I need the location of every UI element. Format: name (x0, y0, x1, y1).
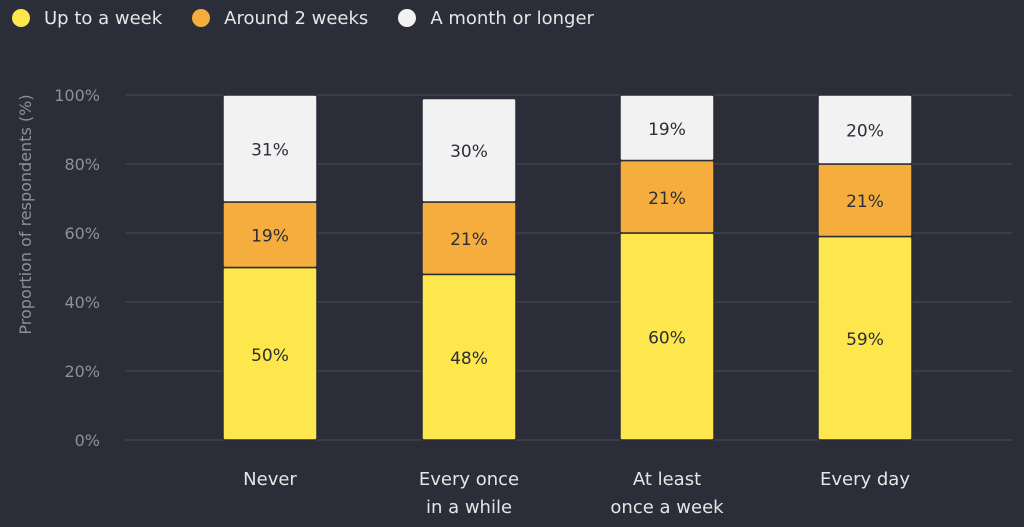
y-axis: 0% 20% 40% 60% 80% 100% Proportion of responde… (16, 86, 100, 450)
legend-item-around-2-weeks: Around 2 weeks (192, 8, 368, 29)
data-label: 21% (648, 189, 686, 209)
data-label: 19% (648, 120, 686, 140)
bar-segment (817, 94, 913, 165)
data-label: 59% (846, 330, 884, 350)
data-label: 21% (846, 192, 884, 212)
x-axis-labels: Never Every once in a while At least once a … (243, 469, 910, 518)
x-category-label: Every once in a while (419, 469, 519, 518)
legend: Up to a week Around 2 weeks A month or l… (12, 4, 624, 32)
y-axis-title: Proportion of respondents (%) (16, 94, 35, 334)
x-category-label-line: in a while (426, 497, 512, 518)
y-tick-label: 40% (64, 293, 100, 312)
x-category-label-line: once a week (610, 497, 724, 518)
y-tick-label: 60% (64, 224, 100, 243)
y-tick-label: 100% (54, 86, 100, 105)
y-tick-label: 20% (64, 362, 100, 381)
x-category-label-line: Every once (419, 469, 519, 490)
legend-swatch-orange (192, 9, 211, 27)
data-label: 30% (450, 142, 488, 162)
legend-label: A month or longer (430, 7, 594, 29)
x-category-label: At least once a week (610, 469, 724, 518)
legend-label: Around 2 weeks (224, 7, 369, 29)
bar-segment (222, 94, 318, 203)
x-category-label-line: Never (243, 469, 297, 490)
x-category-label-line: Every day (820, 469, 910, 490)
y-tick-label: 80% (64, 155, 100, 174)
x-category-label: Never (243, 469, 297, 490)
data-label: 50% (251, 346, 289, 366)
data-label: 19% (251, 227, 289, 247)
legend-item-a-month-or-longer: A month or longer (398, 8, 594, 29)
bar-segment (421, 97, 517, 203)
x-category-label-line: At least (633, 469, 701, 490)
x-category-label: Every day (820, 469, 910, 490)
data-label: 48% (450, 349, 488, 369)
data-label: 60% (648, 329, 686, 349)
bars: 50% 19% 31% 48% 21% 30% 60% 21% 19% 59% 21% 20% (222, 94, 913, 441)
legend-label: Up to a week (44, 7, 163, 29)
data-label: 21% (450, 230, 488, 250)
bar-segment (619, 94, 715, 162)
legend-swatch-white (398, 9, 417, 27)
y-tick-label: 0% (75, 431, 100, 450)
data-label: 31% (251, 140, 289, 160)
legend-item-up-to-a-week: Up to a week (12, 8, 162, 29)
data-label: 20% (846, 122, 884, 142)
legend-swatch-yellow (12, 9, 30, 27)
